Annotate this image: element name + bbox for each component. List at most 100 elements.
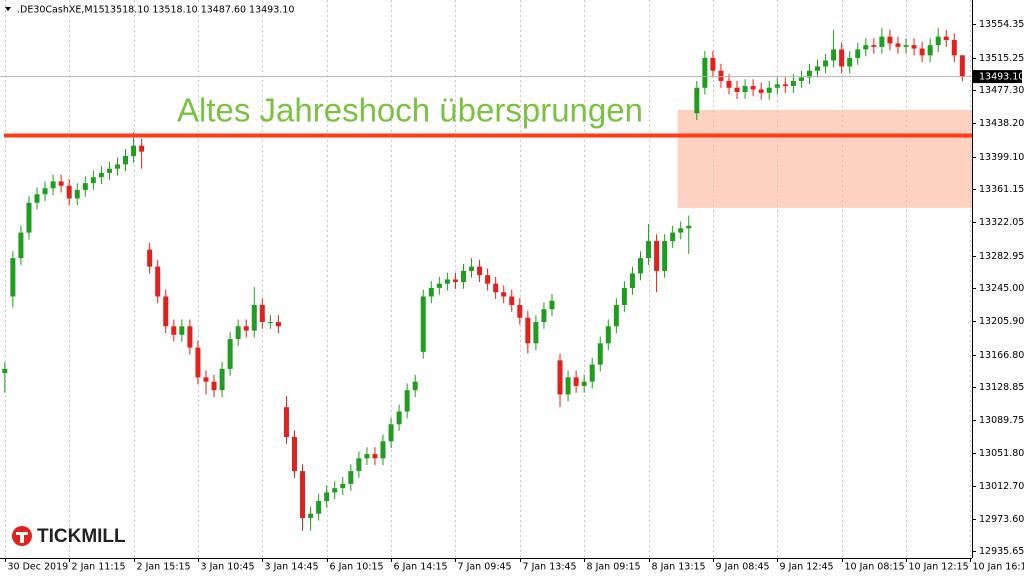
candle-body [622, 288, 627, 305]
candle-body [863, 45, 868, 49]
candle-body [421, 296, 426, 351]
candle-body [364, 454, 369, 458]
candle-body [236, 326, 241, 339]
candle-body [582, 382, 587, 386]
x-tick-label: 7 Jan 09:45 [458, 562, 512, 573]
candle-body [381, 441, 386, 458]
candle-body [212, 382, 217, 391]
candle-body [767, 88, 772, 93]
candle-body [783, 84, 788, 86]
candle-body [638, 258, 643, 273]
candle-body [171, 326, 176, 335]
candle-body [18, 233, 23, 259]
candle-body [453, 279, 458, 282]
candle-body [517, 305, 522, 318]
candle-body [630, 273, 635, 287]
candle-body [131, 146, 136, 156]
candle-body [735, 88, 740, 92]
y-tick-label: 13554.35 [979, 19, 1024, 30]
candle-body [195, 348, 200, 378]
x-tick-label: 8 Jan 13:15 [652, 562, 706, 573]
candle-body [147, 250, 152, 267]
candle-body [51, 181, 56, 188]
candle-body [895, 43, 900, 46]
candle-body [879, 37, 884, 47]
candle-body [710, 58, 715, 71]
candle-body [316, 501, 321, 514]
y-tick-label: 13477.30 [979, 85, 1024, 96]
candle-body [791, 81, 796, 86]
zone-box [678, 110, 972, 208]
candle-body [292, 437, 297, 471]
candle-body [912, 45, 917, 48]
y-tick-label: 13399.10 [979, 152, 1024, 163]
candle-body [59, 181, 64, 185]
candle-body [549, 301, 554, 310]
candle-body [332, 488, 337, 492]
candle-body [115, 164, 120, 168]
x-tick-label: 2 Jan 15:15 [137, 562, 191, 573]
y-tick-label: 13361.15 [979, 184, 1024, 195]
candle-body [477, 267, 482, 276]
candle-body [815, 66, 820, 70]
candle-body [83, 183, 88, 190]
x-tick-label: 6 Jan 10:15 [330, 562, 384, 573]
candle-body [340, 484, 345, 488]
candle-body [348, 471, 353, 484]
candle-body [501, 292, 506, 296]
candle-body [123, 156, 128, 165]
x-tick-label: 3 Jan 14:45 [265, 562, 319, 573]
zone-layer [678, 110, 972, 208]
candle-body [558, 360, 563, 394]
y-tick-label: 12973.60 [979, 514, 1024, 525]
candle-body [606, 326, 611, 343]
candle-body [727, 81, 732, 88]
candle-body [904, 45, 909, 47]
x-tick-label: 8 Jan 09:15 [587, 562, 641, 573]
y-tick-label: 13438.20 [979, 118, 1024, 129]
candle-body [429, 288, 434, 297]
candle-body [356, 458, 361, 471]
candle-body [284, 407, 289, 437]
y-tick-label: 13089.75 [979, 415, 1024, 426]
candle-body [244, 326, 249, 330]
candle-body [823, 60, 828, 66]
candle-body [952, 40, 957, 55]
y-tick-label: 13245.00 [979, 283, 1024, 294]
candle-body [308, 514, 313, 518]
candle-body [541, 309, 546, 322]
candle-body [203, 377, 208, 381]
candle-body [759, 89, 764, 92]
candle-body [928, 45, 933, 55]
x-tick-label: 2 Jan 11:15 [72, 562, 126, 573]
candle-body [509, 296, 514, 305]
candle-body [566, 377, 571, 394]
y-tick-label: 13515.25 [979, 53, 1024, 64]
candle-body [686, 226, 691, 229]
candle-body [99, 173, 104, 177]
candle-body [614, 305, 619, 326]
x-tick-label: 9 Jan 08:45 [716, 562, 770, 573]
x-tick-label: 7 Jan 13:45 [523, 562, 577, 573]
candle-body [300, 471, 305, 518]
x-tick-label: 10 Jan 08:15 [845, 562, 905, 573]
candle-body [155, 267, 160, 297]
last-price-label: 13493.10 [979, 72, 1024, 83]
y-tick-label: 13128.85 [979, 382, 1024, 393]
candle-body [871, 45, 876, 47]
candle-body [187, 326, 192, 347]
candle-body [397, 411, 402, 424]
symbol: .DE30CashXE,M15 [17, 5, 105, 16]
candle-body [694, 88, 699, 114]
candle-body [228, 339, 233, 369]
candle-body [276, 322, 281, 326]
candle-body [372, 454, 377, 458]
candle-body [670, 233, 675, 242]
candle-body [887, 37, 892, 44]
y-tick-label: 13051.80 [979, 448, 1024, 459]
candle-body [35, 194, 40, 203]
candle-body [43, 188, 48, 194]
